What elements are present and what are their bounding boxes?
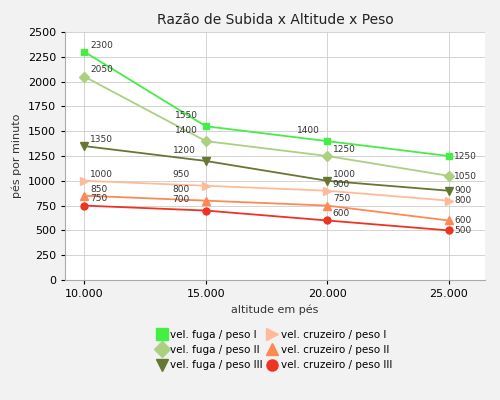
Text: 1350: 1350 bbox=[90, 135, 113, 144]
Legend: vel. fuga / peso I, vel. fuga / peso II, vel. fuga / peso III, vel. cruzeiro / p: vel. fuga / peso I, vel. fuga / peso II,… bbox=[158, 330, 392, 370]
vel. fuga / peso III bbox=[446, 188, 452, 193]
vel. fuga / peso II bbox=[82, 74, 87, 79]
Text: 750: 750 bbox=[333, 194, 350, 204]
vel. fuga / peso I bbox=[203, 124, 209, 129]
Text: 700: 700 bbox=[172, 195, 190, 204]
Y-axis label: pés por minuto: pés por minuto bbox=[12, 114, 22, 198]
Text: 950: 950 bbox=[172, 170, 190, 180]
Text: 600: 600 bbox=[454, 216, 471, 225]
vel. cruzeiro / peso I bbox=[446, 198, 452, 203]
vel. cruzeiro / peso I bbox=[203, 183, 209, 188]
vel. cruzeiro / peso II bbox=[82, 193, 87, 198]
Title: Razão de Subida x Altitude x Peso: Razão de Subida x Altitude x Peso bbox=[156, 13, 394, 27]
Text: 900: 900 bbox=[454, 186, 471, 196]
Text: 2050: 2050 bbox=[90, 66, 113, 74]
Text: 2300: 2300 bbox=[90, 41, 113, 50]
vel. fuga / peso I bbox=[82, 50, 87, 54]
Line: vel. fuga / peso II: vel. fuga / peso II bbox=[81, 73, 452, 179]
Text: 1400: 1400 bbox=[296, 126, 320, 135]
Text: 1250: 1250 bbox=[333, 145, 355, 154]
Text: 850: 850 bbox=[90, 184, 107, 194]
Text: 600: 600 bbox=[333, 209, 350, 218]
vel. cruzeiro / peso III bbox=[446, 228, 452, 233]
Line: vel. fuga / peso III: vel. fuga / peso III bbox=[80, 142, 453, 195]
Text: 1400: 1400 bbox=[176, 126, 198, 135]
vel. fuga / peso III bbox=[82, 144, 87, 148]
Line: vel. fuga / peso I: vel. fuga / peso I bbox=[81, 48, 452, 160]
vel. cruzeiro / peso II bbox=[446, 218, 452, 223]
Text: 1000: 1000 bbox=[333, 170, 356, 179]
X-axis label: altitude em pés: altitude em pés bbox=[232, 304, 318, 315]
vel. cruzeiro / peso II bbox=[324, 203, 330, 208]
vel. fuga / peso II bbox=[446, 174, 452, 178]
Line: vel. cruzeiro / peso III: vel. cruzeiro / peso III bbox=[81, 202, 452, 234]
Text: 900: 900 bbox=[333, 180, 350, 188]
Line: vel. cruzeiro / peso I: vel. cruzeiro / peso I bbox=[80, 177, 453, 205]
Text: 800: 800 bbox=[172, 185, 190, 194]
vel. cruzeiro / peso II bbox=[203, 198, 209, 203]
Text: 750: 750 bbox=[90, 194, 107, 204]
Text: 1050: 1050 bbox=[454, 172, 477, 181]
Text: 500: 500 bbox=[454, 226, 471, 235]
vel. cruzeiro / peso I bbox=[324, 188, 330, 193]
vel. cruzeiro / peso I bbox=[82, 178, 87, 183]
vel. fuga / peso II bbox=[324, 154, 330, 158]
vel. cruzeiro / peso III bbox=[203, 208, 209, 213]
Text: 1200: 1200 bbox=[172, 146, 196, 155]
Text: 800: 800 bbox=[454, 196, 471, 206]
Text: 1250: 1250 bbox=[454, 152, 477, 161]
vel. fuga / peso I bbox=[446, 154, 452, 158]
vel. fuga / peso I bbox=[324, 139, 330, 144]
vel. fuga / peso II bbox=[203, 139, 209, 144]
Text: 1000: 1000 bbox=[90, 170, 113, 179]
Line: vel. cruzeiro / peso II: vel. cruzeiro / peso II bbox=[80, 192, 453, 225]
vel. cruzeiro / peso III bbox=[82, 203, 87, 208]
Text: 1550: 1550 bbox=[176, 111, 199, 120]
vel. fuga / peso III bbox=[324, 178, 330, 183]
vel. fuga / peso III bbox=[203, 158, 209, 163]
vel. cruzeiro / peso III bbox=[324, 218, 330, 223]
